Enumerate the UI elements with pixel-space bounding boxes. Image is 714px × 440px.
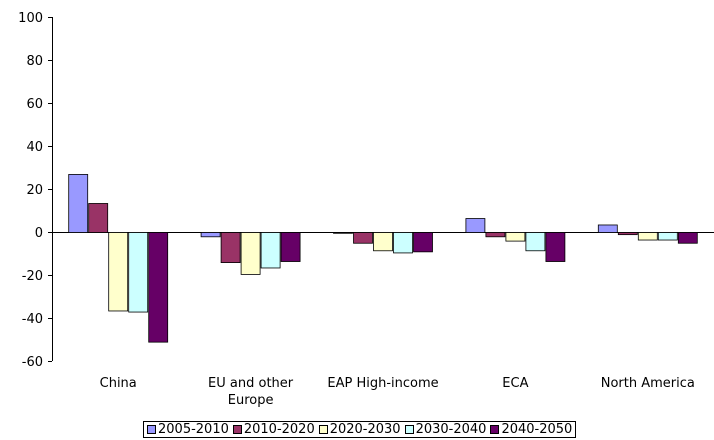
bar-2030-2040-north-america — [657, 232, 678, 241]
bar-2030-2040-eap-high-income — [393, 232, 413, 254]
bar-2010-2020-eca — [485, 232, 506, 238]
bar-2040-2050-china — [148, 232, 169, 343]
legend-label: 2020-2030 — [329, 422, 401, 437]
category-label: EU and other — [208, 376, 294, 391]
bar-2010-2020-north-america — [617, 232, 638, 236]
legend: 2005-2010 2010-2020 2020-2030 2030-2040 2040… — [143, 421, 577, 438]
chart: 100 80 60 40 20 0 -20 -40 -60 China EU and other Eu… — [18, 11, 714, 408]
y-tick-label: 60 — [26, 97, 43, 112]
bar-2005-2010-china — [68, 174, 89, 233]
legend-swatch — [404, 425, 414, 434]
legend-item: 2005-2010 — [147, 422, 229, 437]
legend-item: 2010-2020 — [232, 422, 315, 437]
y-tick-label: 80 — [26, 54, 43, 69]
bar-2005-2010-eca — [465, 218, 486, 233]
y-tick-label: 20 — [26, 183, 43, 198]
y-tick-label: -40 — [22, 312, 43, 327]
bar-2040-2050-eca — [545, 232, 566, 262]
bar-2020-2030-china — [108, 232, 129, 312]
bar-2005-2010-eu-and-other-europe — [200, 232, 221, 238]
category-label: China — [100, 376, 137, 391]
legend-label: 2040-2050 — [501, 422, 573, 437]
legend-item: 2040-2050 — [490, 422, 572, 437]
legend-item: 2030-2040 — [404, 422, 487, 437]
y-tick-label: 40 — [26, 140, 43, 155]
legend-swatch — [147, 425, 156, 434]
bar-2030-2040-china — [128, 232, 149, 313]
y-tick-label: 0 — [35, 226, 43, 241]
legend-label: 2030-2040 — [415, 422, 487, 437]
y-tick-label: 100 — [18, 11, 43, 26]
y-tick-label: -20 — [22, 269, 43, 284]
legend-label: 2005-2010 — [158, 422, 229, 437]
legend-label: 2010-2020 — [243, 422, 315, 437]
category-label: EAP High-income — [327, 376, 438, 391]
bars — [68, 174, 698, 343]
category-label: ECA — [502, 376, 528, 391]
bar-2020-2030-north-america — [637, 232, 658, 241]
bar-2040-2050-north-america — [677, 232, 698, 244]
bar-2020-2030-eap-high-income — [373, 232, 393, 252]
bar-2020-2030-eu-and-other-europe — [240, 232, 261, 275]
bar-2005-2010-north-america — [597, 224, 618, 233]
category-label: Europe — [228, 393, 274, 408]
bar-2030-2040-eu-and-other-europe — [260, 232, 281, 269]
category-label: North America — [601, 376, 695, 391]
bar-2005-2010-eap-high-income — [333, 232, 353, 234]
y-tick-label: -60 — [22, 355, 43, 370]
bar-2030-2040-eca — [525, 232, 546, 252]
legend-swatch — [318, 425, 328, 434]
bar-2010-2020-china — [88, 203, 109, 233]
legend-item: 2020-2030 — [318, 422, 401, 437]
bar-2040-2050-eu-and-other-europe — [280, 232, 301, 262]
bar-2020-2030-eca — [505, 232, 526, 242]
legend-swatch — [490, 425, 500, 434]
legend-swatch — [232, 425, 242, 434]
bar-2010-2020-eu-and-other-europe — [220, 232, 241, 264]
bar-2040-2050-eap-high-income — [413, 232, 433, 253]
labels: 100 80 60 40 20 0 -20 -40 -60 China EU and other Eu… — [18, 11, 695, 408]
bar-2010-2020-eap-high-income — [353, 232, 373, 244]
